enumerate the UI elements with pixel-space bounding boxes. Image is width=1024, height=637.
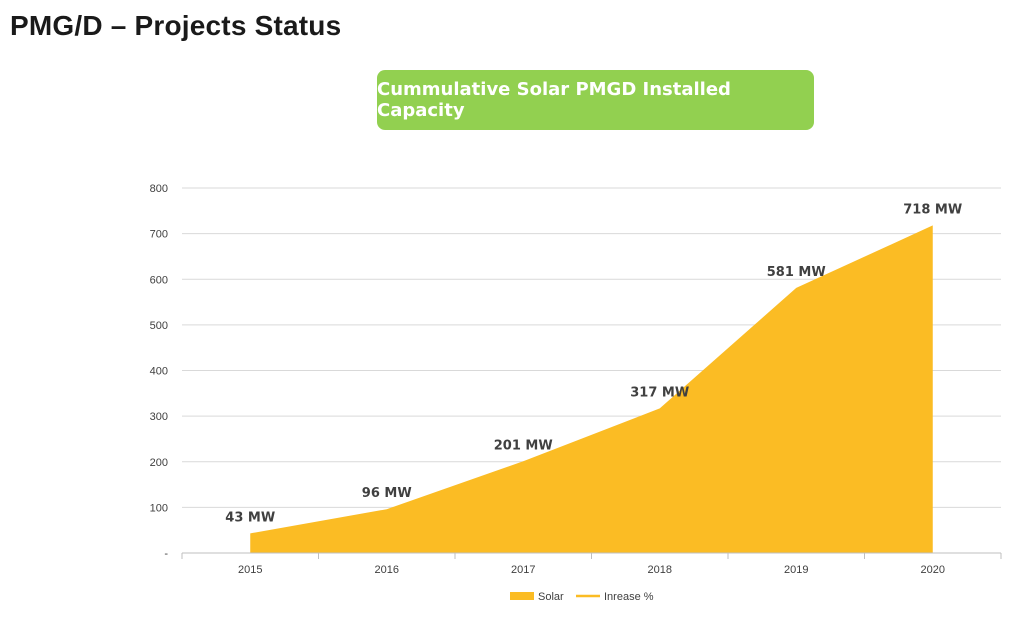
axes: - 100 200 300 400 500 600 700 800 2015 2016 2017 201… xyxy=(150,183,1002,576)
data-labels: 43 MW 96 MW 201 MW 317 MW 581 MW 718 MW xyxy=(225,202,962,525)
data-label: 718 MW xyxy=(903,202,962,217)
x-tick-label: 2019 xyxy=(784,564,808,576)
data-label: 201 MW xyxy=(494,438,553,453)
legend-item-solar: Solar xyxy=(510,591,564,603)
y-tick-label: 600 xyxy=(150,274,168,286)
x-tick-label: 2015 xyxy=(238,564,262,576)
chart-title-banner: Cummulative Solar PMGD Installed Capacit… xyxy=(377,70,814,130)
x-tick-label: 2016 xyxy=(375,564,399,576)
y-tick-label: 500 xyxy=(150,320,168,332)
data-label: 581 MW xyxy=(767,265,826,280)
x-tick-label: 2020 xyxy=(921,564,945,576)
data-label: 43 MW xyxy=(225,510,275,525)
y-tick-label: 100 xyxy=(150,502,168,514)
plot-area xyxy=(250,225,933,553)
legend-swatch-area xyxy=(510,592,534,600)
y-tick-label: 800 xyxy=(150,183,168,195)
data-label: 96 MW xyxy=(362,486,412,501)
y-tick-label: 400 xyxy=(150,366,168,378)
data-label: 317 MW xyxy=(630,385,689,400)
series-solar-area xyxy=(250,225,933,553)
x-tick-label: 2018 xyxy=(648,564,672,576)
legend-label: Inrease % xyxy=(604,591,654,603)
legend-label: Solar xyxy=(538,591,564,603)
y-tick-label: 300 xyxy=(150,411,168,423)
x-tick-label: 2017 xyxy=(511,564,535,576)
page-title: PMG/D – Projects Status xyxy=(10,10,342,41)
legend: Solar Inrease % xyxy=(510,591,654,603)
y-tick-label: - xyxy=(164,548,168,560)
legend-item-increase: Inrease % xyxy=(576,591,654,603)
y-tick-label: 700 xyxy=(150,229,168,241)
y-tick-label: 200 xyxy=(150,457,168,469)
